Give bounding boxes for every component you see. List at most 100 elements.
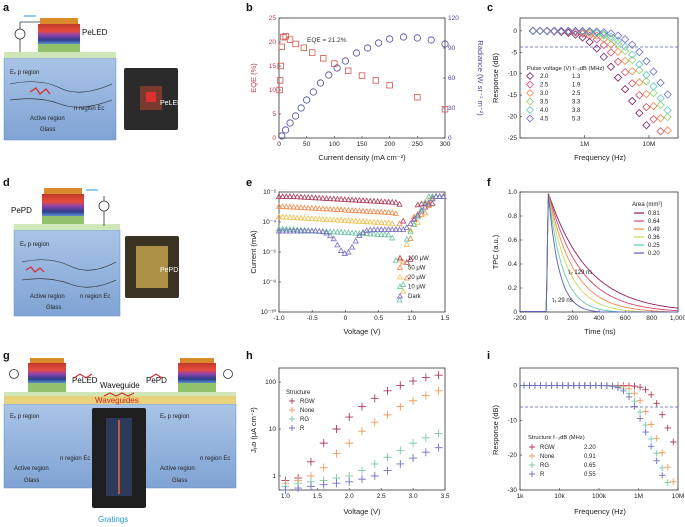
response-point (620, 42, 630, 51)
legend-label: 4.0 (540, 108, 549, 114)
y-tick-label: -20 (508, 452, 518, 459)
response-point (564, 382, 572, 389)
jpd-point (358, 466, 366, 475)
peled-stack (38, 24, 80, 44)
iv-point (337, 206, 345, 213)
response-point (559, 382, 566, 389)
iv-point (290, 193, 297, 199)
jpd-point (409, 454, 418, 463)
iv-point (297, 193, 305, 200)
iv-point (297, 214, 305, 221)
response-point (535, 26, 545, 36)
iv-point (345, 206, 352, 213)
jpd-point (383, 386, 392, 395)
legend-marker (529, 444, 535, 450)
response-point (653, 435, 660, 442)
iv-point (389, 234, 396, 241)
iv-point (385, 198, 392, 205)
meter-icon (98, 200, 110, 212)
jpd-point (306, 457, 315, 466)
response-point (664, 463, 671, 471)
iv-point (374, 197, 381, 204)
response-point (578, 26, 587, 36)
iv-point (341, 217, 348, 223)
response-point (656, 100, 665, 110)
iv-point (389, 198, 396, 205)
x-tick-label: 2.0 (345, 493, 354, 500)
iv-point (392, 256, 400, 263)
response-point (609, 383, 616, 390)
iv-point (323, 195, 330, 201)
iv-point (348, 243, 356, 250)
iv-point (385, 226, 392, 232)
iv-point (356, 207, 363, 214)
iv-point (283, 213, 290, 220)
iv-point (315, 227, 323, 234)
response-point (642, 89, 651, 99)
tau1-annotation: τ₁ 29 ns (552, 298, 573, 304)
y-tick-label: 0 (513, 28, 517, 35)
radiance-point (374, 39, 383, 47)
legend-label: R (300, 426, 305, 432)
panel-h-chart: h 1.0 1.5 2.0 2.5 3.0 3.5 1 10 100 Structure RGW… (246, 350, 450, 516)
iv-point (319, 228, 327, 235)
response-point (528, 26, 538, 36)
response-point (642, 408, 649, 415)
jpd-point (358, 402, 366, 411)
response-point (656, 127, 665, 136)
jpd-point (434, 371, 443, 380)
y-right-tick-label: 30 (448, 105, 456, 112)
legend-marker (529, 471, 535, 477)
iv-point (429, 200, 436, 206)
iv-point (275, 225, 283, 232)
svg-text:PeLED: PeLED (72, 376, 98, 385)
x-tick-label: 10M (672, 493, 685, 500)
legend-marker (526, 106, 534, 114)
iv-point (305, 194, 312, 200)
y-tick-label: 15 (269, 63, 277, 70)
legend-label: RG (300, 417, 309, 423)
iv-point (348, 229, 356, 236)
iv-point (319, 194, 327, 201)
legend-label: 20 μW (408, 275, 426, 281)
y-tick-label: 0.2 (508, 285, 517, 292)
jpd-point (358, 427, 366, 436)
jpd-point (332, 479, 341, 488)
jpd-point (396, 446, 405, 455)
x-tick-label: 300 (440, 141, 451, 148)
iv-point (381, 231, 389, 238)
legend-value: 3.8 (572, 108, 581, 114)
y-axis-label: TPC (a.u.) (491, 234, 500, 269)
response-point (663, 126, 672, 135)
pepd-stack (42, 194, 84, 216)
jpd-point (396, 459, 405, 468)
iv-point (341, 206, 348, 213)
iv-point (378, 226, 385, 232)
iv-point (359, 207, 367, 214)
legend-value: 0.55 (584, 472, 596, 478)
legend-label: 2.0 (540, 74, 549, 80)
iv-point (345, 217, 352, 224)
iv-point (319, 215, 327, 222)
radiance-point (441, 40, 449, 48)
legend-label: 100 μW (408, 256, 429, 262)
plot-frame (519, 17, 679, 139)
iv-point (283, 225, 290, 232)
response-point (528, 26, 538, 36)
x-tick-label: 800 (646, 315, 657, 322)
response-point (578, 28, 587, 37)
iv-point (323, 205, 330, 212)
response-point (649, 88, 658, 98)
response-point (620, 387, 627, 395)
iv-point (356, 217, 363, 224)
eqe-annotation: EQE = 21.2% (307, 37, 347, 44)
iv-point (308, 215, 316, 222)
response-point (628, 67, 637, 76)
iv-point (359, 230, 367, 236)
legend-label: 3.5 (540, 100, 549, 106)
panel-g-schematic: g PeLED PePD Waveguide Eᵥ p region Activ… (3, 350, 237, 524)
legend-label: RGW (300, 399, 315, 405)
iv-point (297, 227, 305, 234)
legend-marker (526, 72, 534, 80)
x-tick-label: 200 (567, 315, 578, 322)
